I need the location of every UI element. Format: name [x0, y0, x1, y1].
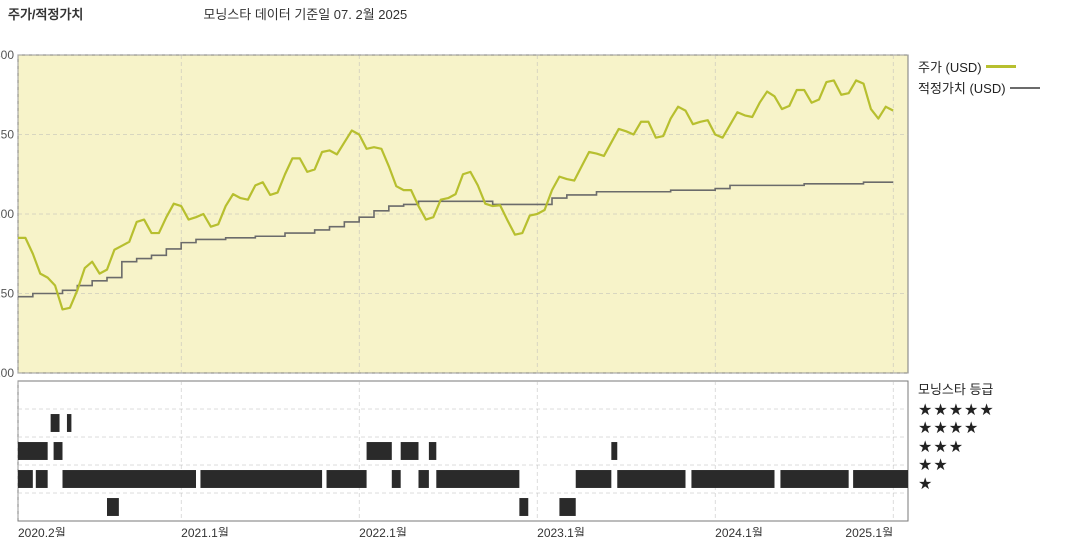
svg-text:2025,1월: 2025,1월 [845, 526, 893, 537]
rating-legend-header: 모닝스타 등급 [918, 379, 995, 398]
rating-legend: 모닝스타 등급 ★★★★★ ★★★★ ★★★ ★★ ★ [918, 379, 995, 494]
svg-text:100: 100 [0, 366, 14, 380]
rating-2-stars: ★★ [918, 457, 995, 475]
rating-1-star: ★ [918, 476, 995, 494]
subtitle: 모닝스타 데이터 기준일 07. 2월 2025 [203, 4, 407, 23]
svg-text:2024,1월: 2024,1월 [715, 526, 763, 537]
rating-3-stars: ★★★ [918, 439, 995, 457]
rating-4-stars: ★★★★ [918, 420, 995, 438]
legend-fair-swatch [1010, 87, 1040, 89]
legend-fair-label: 적정가치 (USD) [918, 78, 1006, 97]
legend-price-swatch [986, 65, 1016, 68]
page-title: 주가/적정가치 [8, 4, 83, 23]
svg-text:2022,1월: 2022,1월 [359, 526, 407, 537]
svg-text:2021,1월: 2021,1월 [181, 526, 229, 537]
svg-text:2020,2월: 2020,2월 [18, 526, 66, 537]
svg-text:300: 300 [0, 48, 14, 62]
svg-text:150: 150 [0, 287, 14, 301]
svg-text:250: 250 [0, 128, 14, 142]
chart-legend: 주가 (USD) 적정가치 (USD) [918, 57, 1040, 99]
rating-5-stars: ★★★★★ [918, 402, 995, 420]
svg-text:200: 200 [0, 207, 14, 221]
svg-text:2023,1월: 2023,1월 [537, 526, 585, 537]
legend-price-label: 주가 (USD) [918, 57, 982, 76]
